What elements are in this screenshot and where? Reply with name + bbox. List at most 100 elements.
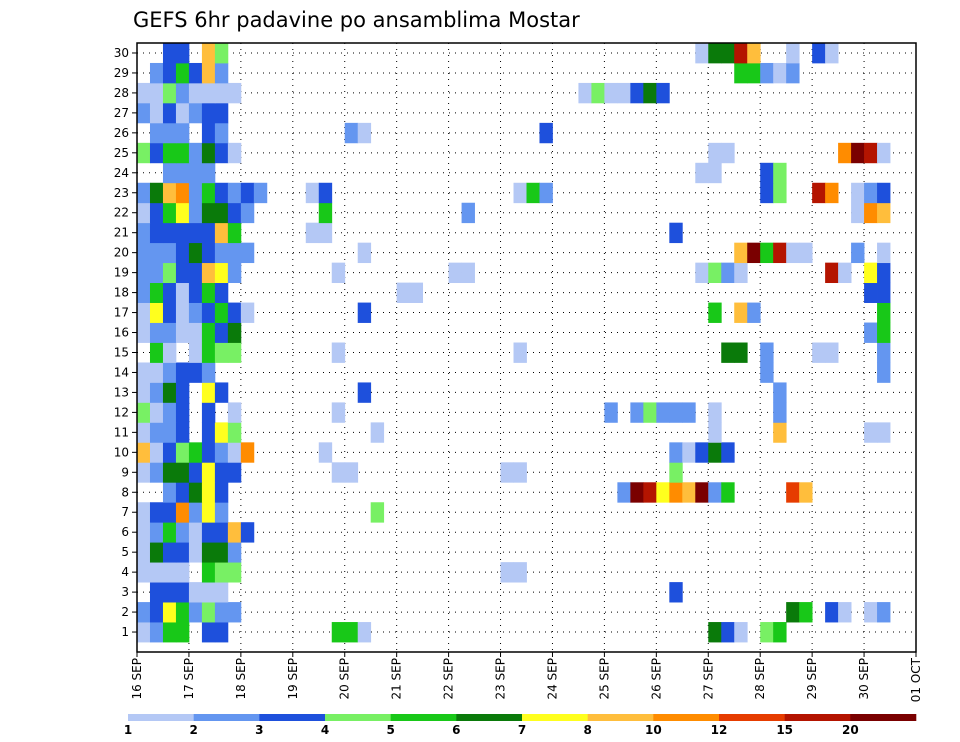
heatmap-cell [175, 522, 190, 543]
heatmap-cell [773, 402, 787, 423]
heatmap-cell [137, 422, 151, 443]
heatmap-cell [396, 282, 411, 303]
heatmap-cell [201, 82, 216, 104]
heatmap-cell [214, 62, 229, 84]
heatmap-cell [500, 462, 514, 483]
heatmap-cell [162, 182, 177, 204]
colorbar-label: 8 [583, 723, 591, 737]
heatmap-cell [721, 442, 735, 463]
heatmap-cell [175, 622, 190, 643]
heatmap-cell [149, 442, 164, 463]
heatmap-cell [812, 342, 826, 363]
heatmap-cell [734, 342, 748, 363]
heatmap-cell [137, 82, 151, 104]
heatmap-cell [137, 462, 151, 483]
heatmap-cell [227, 562, 242, 583]
heatmap-cell [695, 442, 709, 463]
heatmap-cell [864, 182, 878, 204]
heatmap-cell [331, 462, 346, 483]
heatmap-cell [682, 482, 696, 503]
heatmap-cell [137, 602, 151, 623]
heatmap-cell [344, 462, 359, 483]
heatmap-cell [201, 122, 216, 144]
heatmap-cell [201, 382, 216, 403]
heatmap-cell [227, 202, 242, 224]
heatmap-cell [162, 262, 177, 284]
heatmap-cell [604, 82, 618, 104]
heatmap-cell [747, 62, 761, 84]
heatmap-cell [137, 242, 151, 264]
heatmap-cell [851, 202, 865, 224]
heatmap-cell [214, 222, 229, 244]
heatmap-cell [708, 142, 722, 164]
heatmap-cell [461, 202, 475, 224]
heatmap-cell [137, 182, 151, 204]
colorbar-label: 20 [842, 723, 859, 737]
heatmap-cell [747, 302, 761, 323]
heatmap-cell [708, 302, 722, 323]
heatmap-cell [162, 602, 177, 623]
heatmap-cell [864, 142, 878, 164]
heatmap-cell [734, 62, 748, 84]
y-tick-label: 27 [114, 106, 129, 120]
chart-title: GEFS 6hr padavine po ansamblima Mostar [133, 8, 580, 32]
heatmap-cell [162, 562, 177, 583]
heatmap-cell [409, 282, 424, 303]
heatmap-cell [201, 542, 216, 563]
heatmap-cell [357, 302, 372, 323]
heatmap-cell [149, 222, 164, 244]
heatmap-cell [721, 342, 735, 363]
heatmap-cell [137, 502, 151, 523]
heatmap-cell [137, 282, 151, 303]
heatmap-cell [175, 462, 190, 483]
heatmap-cell [786, 482, 800, 503]
heatmap-cell [201, 462, 216, 483]
y-tick-label: 17 [114, 306, 129, 320]
heatmap-cell [149, 62, 164, 84]
heatmap-cell [305, 182, 320, 204]
x-tick-label: 01 OCT [909, 657, 923, 702]
heatmap-cell [318, 442, 333, 463]
heatmap-cell [708, 43, 722, 64]
heatmap-cell [188, 62, 203, 84]
heatmap-cell [188, 322, 203, 343]
colorbar: 1 2 3 4 5 6 7 8 10 12 15 20 [124, 714, 917, 737]
heatmap-cell [825, 602, 839, 623]
heatmap-cell [201, 142, 216, 164]
heatmap-cell [137, 382, 151, 403]
heatmap-cell [747, 43, 761, 64]
heatmap-cell [149, 582, 164, 603]
y-tick-label: 30 [114, 46, 129, 60]
y-tick-label: 6 [121, 525, 129, 539]
y-tick-label: 20 [114, 246, 129, 260]
heatmap-cell [214, 142, 229, 164]
heatmap-cell [162, 43, 177, 64]
heatmap-cell [188, 182, 203, 204]
heatmap-cell [643, 402, 657, 423]
heatmap-cell [214, 242, 229, 264]
heatmap-cell [773, 62, 787, 84]
heatmap-cell [188, 342, 203, 363]
heatmap-cell [175, 142, 190, 164]
heatmap-cell [825, 342, 839, 363]
heatmap-cell [162, 482, 177, 503]
heatmap-cell [877, 182, 891, 204]
heatmap-cell [201, 62, 216, 84]
heatmap-cell [162, 322, 177, 343]
heatmap-cell [708, 422, 722, 443]
heatmap-cell [137, 302, 151, 323]
heatmap-cell [227, 262, 242, 284]
y-tick-label: 10 [114, 445, 129, 459]
y-tick-label: 9 [121, 465, 129, 479]
heatmap-cell [227, 442, 242, 463]
heatmap-cell [149, 522, 164, 543]
x-axis: 16 SEP 17 SEP 18 SEP 19 SEP 20 SEP 21 SEP 22 S… [130, 652, 923, 702]
heatmap-cell [149, 382, 164, 403]
heatmap-cell [137, 542, 151, 563]
heatmap-cell [149, 262, 164, 284]
heatmap-cell [253, 182, 268, 204]
heatmap-cell [825, 262, 839, 284]
heatmap-cell [149, 102, 164, 124]
heatmap-cell [695, 482, 709, 503]
